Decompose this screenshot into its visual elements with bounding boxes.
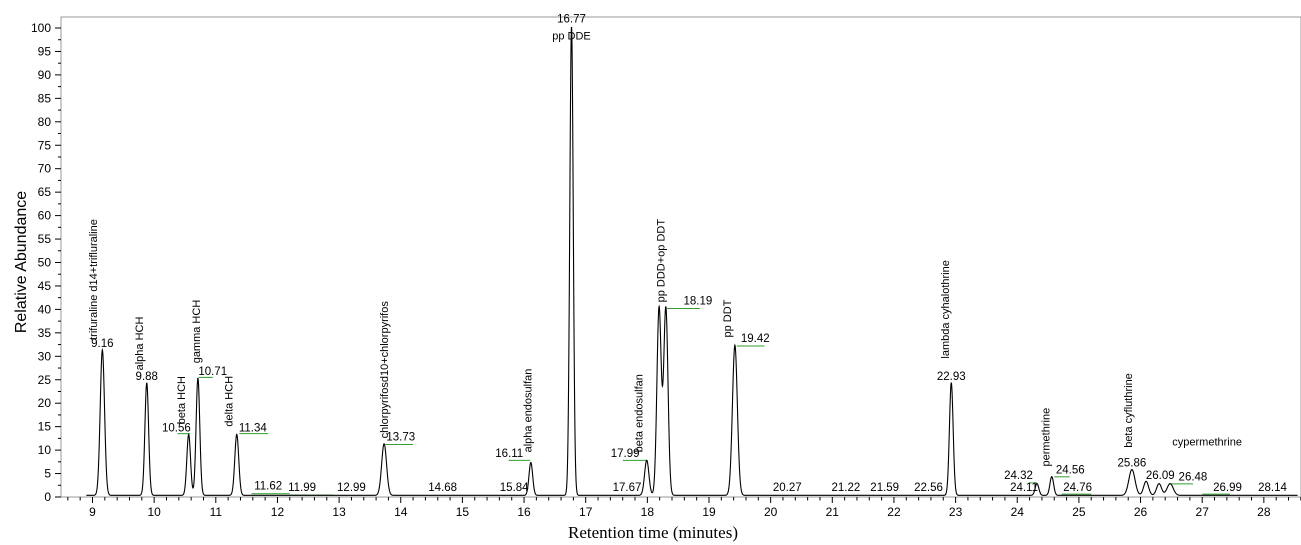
x-tick-label: 13 bbox=[332, 505, 346, 519]
retention-time-label: 12.99 bbox=[337, 482, 366, 494]
retention-time-label: 26.09 bbox=[1146, 470, 1175, 482]
x-tick-label: 18 bbox=[641, 505, 655, 519]
x-tick-label: 25 bbox=[1072, 505, 1086, 519]
y-tick-label: 85 bbox=[38, 91, 52, 105]
x-tick-label: 11 bbox=[210, 505, 223, 519]
y-tick-label: 80 bbox=[38, 115, 52, 129]
peak-labels: 9.16 9.88 10.56 10.71 11.34 11.62 11.99 12.99 13… bbox=[88, 13, 1288, 494]
x-tick-label: 17 bbox=[579, 505, 593, 519]
retention-time-label: 21.59 bbox=[870, 482, 899, 494]
x-tick-label: 19 bbox=[702, 505, 716, 519]
y-tick-label: 90 bbox=[38, 68, 52, 82]
x-tick-label: 16 bbox=[517, 505, 531, 519]
compound-label: beta HCH bbox=[176, 376, 188, 424]
x-tick-label: 14 bbox=[394, 505, 408, 519]
retention-time-label: 25.86 bbox=[1118, 458, 1147, 470]
x-tick-label: 22 bbox=[887, 505, 901, 519]
chromatogram-trace bbox=[86, 27, 1298, 496]
compound-label: trifuraline d14+trifluraline bbox=[88, 219, 100, 340]
y-tick-label: 0 bbox=[44, 490, 51, 504]
retention-time-label: 9.88 bbox=[136, 371, 158, 383]
retention-time-label: 17.67 bbox=[613, 482, 642, 494]
retention-time-label: 18.19 bbox=[684, 296, 713, 308]
x-tick-label: 21 bbox=[826, 505, 840, 519]
y-tick-label: 35 bbox=[38, 326, 52, 340]
retention-time-label: 14.68 bbox=[428, 482, 457, 494]
compound-label: delta HCH bbox=[223, 376, 235, 427]
retention-time-label: 17.99 bbox=[611, 448, 640, 460]
x-tick-label: 20 bbox=[764, 505, 778, 519]
compound-label: beta cyfluthrine bbox=[1123, 373, 1135, 448]
x-tick-label: 24 bbox=[1011, 505, 1025, 519]
y-tick-label: 100 bbox=[31, 21, 51, 35]
compound-label: pp DDD+op DDT bbox=[656, 219, 668, 303]
y-tick-label: 5 bbox=[44, 467, 51, 481]
retention-time-label: 26.48 bbox=[1179, 472, 1208, 484]
axis-ticks: 0 5 10 15 20 25 30 35 40 45 50 55 60 65 70 75 80 85 90 95 10… bbox=[31, 21, 1301, 519]
x-tick-label: 27 bbox=[1196, 505, 1210, 519]
retention-time-label: 24.11 bbox=[1010, 482, 1038, 494]
y-tick-label: 10 bbox=[38, 443, 52, 457]
retention-time-label: 19.42 bbox=[741, 333, 770, 345]
retention-time-label: 22.56 bbox=[914, 482, 943, 494]
y-axis-title: Relative Abundance bbox=[13, 191, 30, 333]
compound-label: gamma HCH bbox=[191, 300, 203, 364]
compound-label: permethrine bbox=[1040, 408, 1052, 467]
retention-time-label: 28.14 bbox=[1258, 482, 1287, 494]
retention-time-label: 10.71 bbox=[198, 366, 227, 378]
compound-label: chlorpyrifosd10+chlorpyrifos bbox=[379, 301, 391, 439]
x-axis-title: Retention time (minutes) bbox=[568, 523, 738, 542]
retention-time-label: 11.34 bbox=[239, 422, 268, 434]
retention-time-label: 26.99 bbox=[1213, 482, 1242, 494]
y-tick-label: 15 bbox=[38, 420, 52, 434]
y-tick-label: 50 bbox=[38, 256, 52, 270]
compound-label: cypermethrine bbox=[1172, 436, 1242, 448]
y-tick-label: 30 bbox=[38, 349, 52, 363]
retention-time-label: 10.56 bbox=[162, 422, 191, 434]
y-tick-label: 70 bbox=[38, 162, 52, 176]
compound-label: beta endosulfan bbox=[633, 374, 645, 452]
retention-time-label: 24.56 bbox=[1056, 465, 1085, 477]
retention-time-label: 11.99 bbox=[288, 482, 316, 494]
y-tick-label: 55 bbox=[38, 232, 52, 246]
compound-label: pp DDT bbox=[722, 299, 734, 337]
retention-time-label: 16.11 bbox=[495, 448, 523, 460]
retention-time-label: 24.32 bbox=[1004, 470, 1033, 482]
x-tick-label: 28 bbox=[1257, 505, 1271, 519]
y-tick-label: 95 bbox=[38, 44, 52, 58]
x-tick-label: 10 bbox=[147, 505, 161, 519]
retention-time-label: 16.77 bbox=[557, 13, 586, 25]
y-tick-label: 20 bbox=[38, 396, 52, 410]
y-tick-label: 65 bbox=[38, 185, 52, 199]
x-tick-label: 9 bbox=[89, 505, 96, 519]
compound-label: alpha endosulfan bbox=[522, 369, 534, 453]
compound-label: alpha HCH bbox=[134, 317, 146, 371]
y-tick-label: 40 bbox=[38, 302, 52, 316]
y-tick-label: 60 bbox=[38, 209, 52, 223]
compound-label: pp DDE bbox=[552, 31, 591, 43]
compound-label: lambda cyhalothrine bbox=[940, 260, 952, 358]
retention-time-label: 11.62 bbox=[254, 480, 282, 492]
retention-time-label: 24.76 bbox=[1063, 482, 1092, 494]
x-tick-label: 15 bbox=[456, 505, 470, 519]
plot-area bbox=[60, 16, 1301, 498]
x-tick-label: 12 bbox=[271, 505, 285, 519]
x-tick-label: 26 bbox=[1134, 505, 1148, 519]
retention-time-label: 22.93 bbox=[937, 371, 966, 383]
x-tick-label: 23 bbox=[949, 505, 963, 519]
y-tick-label: 75 bbox=[38, 138, 52, 152]
retention-time-label: 9.16 bbox=[91, 338, 113, 350]
retention-time-label: 15.84 bbox=[500, 482, 529, 494]
retention-time-label: 13.73 bbox=[386, 432, 415, 444]
retention-time-label: 21.22 bbox=[831, 482, 860, 494]
retention-time-label: 20.27 bbox=[773, 482, 802, 494]
y-tick-label: 25 bbox=[38, 373, 52, 387]
y-tick-label: 45 bbox=[38, 279, 52, 293]
